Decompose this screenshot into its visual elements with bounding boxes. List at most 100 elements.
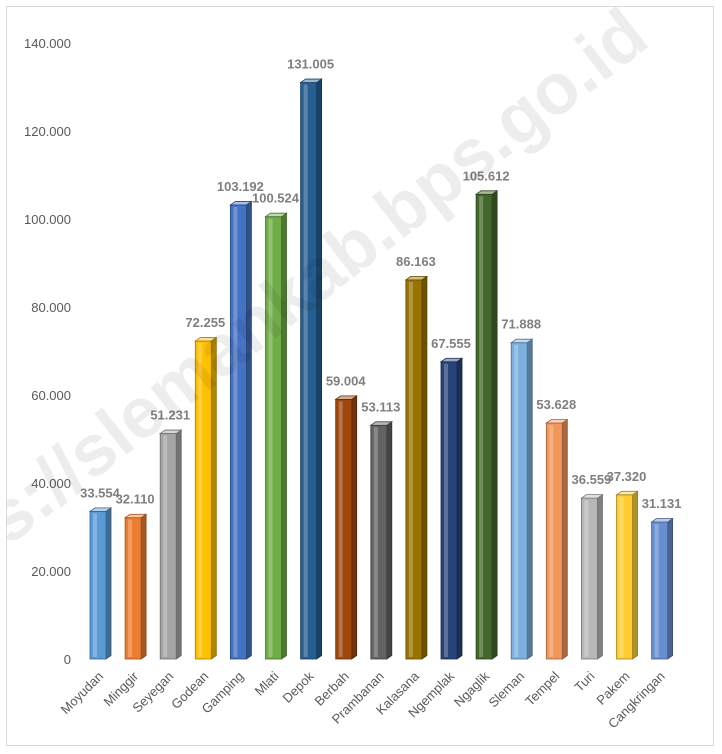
bars (88, 78, 674, 660)
data-label: 53.113 (361, 399, 400, 414)
bar (158, 429, 183, 660)
bar-highlight (198, 343, 203, 657)
y-tick-label: 40.000 (31, 476, 71, 491)
y-axis: 0 20.000 40.000 60.000 80.000 100.000 120.000 1… (24, 36, 71, 667)
x-tick-label: Depok (280, 668, 318, 706)
bar-top (439, 357, 464, 363)
bar-top (509, 338, 534, 344)
y-tick-label: 0 (64, 652, 71, 667)
data-label: 36.559 (572, 472, 612, 487)
bar (474, 190, 499, 660)
bar-highlight (584, 500, 589, 657)
bar-highlight (408, 281, 413, 657)
x-tick-label: Turi (571, 668, 597, 694)
y-tick-label: 100.000 (24, 212, 71, 227)
data-label: 86.163 (396, 254, 436, 269)
bar (439, 357, 464, 660)
bar-highlight (163, 435, 168, 657)
bar (299, 78, 323, 660)
bar-side (175, 429, 182, 660)
bar (650, 517, 674, 660)
bar (334, 395, 358, 660)
bar-front (159, 433, 177, 660)
bar-top (123, 513, 148, 519)
bar (229, 200, 253, 660)
data-label: 33.554 (80, 485, 121, 500)
bar-side (526, 338, 533, 660)
bar (404, 275, 429, 660)
bar-front (300, 82, 318, 660)
bar-side (491, 190, 498, 660)
bar-side (316, 78, 323, 660)
y-tick-label: 120.000 (24, 124, 71, 139)
data-label: 131.005 (287, 57, 334, 72)
bar-highlight (479, 196, 484, 658)
bar (545, 418, 569, 660)
bar-highlight (268, 218, 273, 657)
bar-front (335, 398, 353, 660)
data-label: 32.110 (116, 492, 155, 507)
x-tick-label: Tempel (522, 668, 562, 708)
bar-top (615, 490, 639, 496)
x-tick-label: Moyudan (58, 669, 106, 717)
data-label: 59.004 (326, 373, 367, 388)
bar (615, 490, 639, 660)
bar (123, 513, 148, 660)
bar-top (334, 395, 358, 400)
data-label: 72.255 (185, 315, 225, 330)
bar-front (581, 497, 598, 660)
bar-highlight (444, 363, 448, 657)
data-label: 37.320 (607, 469, 647, 484)
bar-front (440, 361, 458, 660)
bar-side (140, 513, 147, 660)
y-tick-label: 60.000 (31, 388, 71, 403)
bar-highlight (514, 344, 519, 657)
bar-highlight (619, 496, 624, 657)
bar-top (545, 419, 569, 424)
bar-front (405, 279, 423, 660)
bar (194, 336, 218, 660)
data-label: 105.612 (463, 168, 510, 183)
bar-highlight (303, 84, 308, 657)
bar-front (510, 342, 528, 660)
bar-front (124, 517, 142, 660)
bar-side (561, 418, 568, 660)
bar-top (474, 190, 499, 195)
bar-side (421, 275, 428, 660)
bar-side (245, 200, 252, 660)
bar-highlight (233, 206, 238, 657)
bar (264, 212, 288, 660)
x-tick-label: Ngaglik (451, 668, 493, 710)
bar-chart: 0 20.000 40.000 60.000 80.000 100.000 120.000 1… (7, 7, 681, 731)
bar-side (632, 490, 638, 660)
bar-side (667, 517, 673, 660)
data-label: 103.192 (217, 179, 264, 194)
bar-top (650, 518, 674, 523)
bar (88, 507, 113, 660)
bar-top (580, 494, 604, 499)
chart-frame: 0 20.000 40.000 60.000 80.000 100.000 120.000 1… (6, 6, 714, 746)
bar-front (229, 204, 247, 660)
x-tick-label: Sleman (486, 669, 528, 711)
bar-highlight (549, 425, 554, 657)
bar-top (229, 201, 253, 206)
bar-top (369, 421, 394, 426)
bar-top (88, 507, 113, 512)
bar-front (616, 494, 633, 660)
bar-front (475, 193, 493, 660)
bar-front (651, 521, 668, 660)
bar-front (89, 510, 107, 660)
bar-highlight (93, 513, 97, 657)
bar-side (386, 421, 393, 660)
data-label: 53.628 (536, 397, 576, 412)
data-label: 67.555 (431, 336, 471, 351)
bar-top (404, 275, 429, 281)
data-label: 100.524 (252, 191, 300, 206)
bar (580, 493, 604, 660)
bar (509, 338, 534, 660)
y-tick-label: 20.000 (31, 564, 71, 579)
y-tick-label: 140.000 (24, 36, 71, 51)
bar-top (194, 337, 218, 342)
